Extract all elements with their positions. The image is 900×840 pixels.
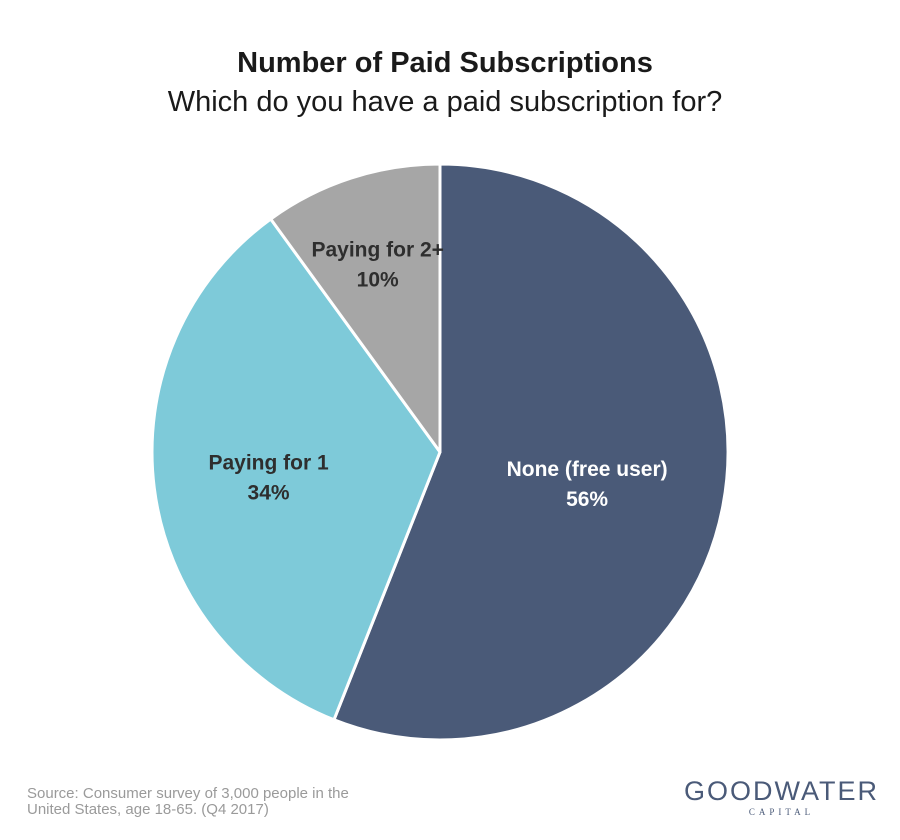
pie-slice-paying-for-2 xyxy=(269,162,442,454)
chart-subtitle: Which do you have a paid subscription fo… xyxy=(167,86,723,118)
goodwater-logo: GOODWATER CAPITAL xyxy=(684,776,879,818)
slice-category-label: Paying for 1 xyxy=(208,452,329,475)
source-line-2: United States, age 18-65. (Q4 2017) xyxy=(27,801,269,818)
slice-category-label: Paying for 2+ xyxy=(311,238,443,261)
slice-category-label: None (free user) xyxy=(507,458,668,481)
pie-slice-paying-for-1 xyxy=(150,217,442,722)
slice-value-label: 34% xyxy=(248,482,290,505)
chart-title: Number of Paid Subscriptions xyxy=(237,47,653,79)
source-note: Source: Consumer survey of 3,000 people … xyxy=(27,786,447,818)
pie-slice-label: Paying for 1 34% xyxy=(208,452,329,505)
slice-value-label: 56% xyxy=(566,488,608,511)
pie-slice-none-free-user xyxy=(332,162,730,742)
pie-slice-label: None (free user) 56% xyxy=(507,458,668,511)
source-line-1: Source: Consumer survey of 3,000 people … xyxy=(27,785,349,802)
pie-slice-label: Paying for 2+ 10% xyxy=(311,238,443,291)
slice-value-label: 10% xyxy=(357,268,399,291)
logo-subtitle: CAPITAL xyxy=(748,807,815,817)
logo-wordmark: GOODWATER xyxy=(684,776,879,806)
